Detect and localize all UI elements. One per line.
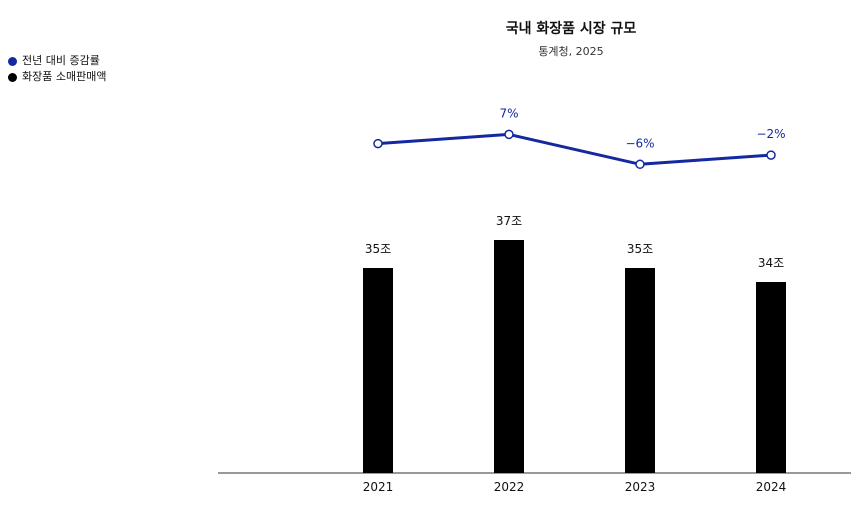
legend-label-retail-sales: 화장품 소매판매액 (22, 70, 107, 83)
legend-item-retail-sales: 화장품 소매판매액 (8, 69, 106, 85)
line-point-2023 (635, 159, 645, 170)
line-point-2022 (504, 129, 514, 140)
x-tick-label-2023: 2023 (625, 480, 656, 494)
legend-swatch-growth-rate (8, 56, 17, 66)
line-point-2024 (766, 150, 776, 160)
bar-label-2024: 34조 (758, 256, 784, 270)
x-tick-label-2021: 2021 (363, 480, 394, 494)
bar-2023 (625, 268, 655, 473)
chart-title: 국내 화장품 시장 규모 (505, 21, 637, 37)
legend-label-growth-rate: 전년 대비 증감률 (22, 54, 100, 67)
bar-2024 (756, 282, 786, 473)
chart-subtitle: 통계청, 2025 (538, 45, 604, 58)
line-label-2024: −2% (756, 127, 785, 141)
bar-2022 (494, 240, 524, 473)
line-label-2023: −6% (625, 136, 654, 150)
x-tick-label-2024: 2024 (756, 480, 787, 494)
legend-swatch-retail-sales (8, 72, 17, 82)
x-tick-label-2022: 2022 (494, 480, 525, 494)
bar-2021 (363, 268, 393, 473)
legend: 전년 대비 증감률 화장품 소매판매액 (8, 53, 106, 85)
legend-item-growth-rate: 전년 대비 증감률 (8, 53, 106, 69)
line-label-2022: 7% (499, 106, 518, 120)
bar-label-2023: 35조 (627, 242, 653, 256)
bar-label-2022: 37조 (496, 214, 522, 228)
bar-label-2021: 35조 (365, 242, 391, 256)
line-point-2021 (373, 138, 383, 149)
line-growth-rate (377, 132, 772, 166)
